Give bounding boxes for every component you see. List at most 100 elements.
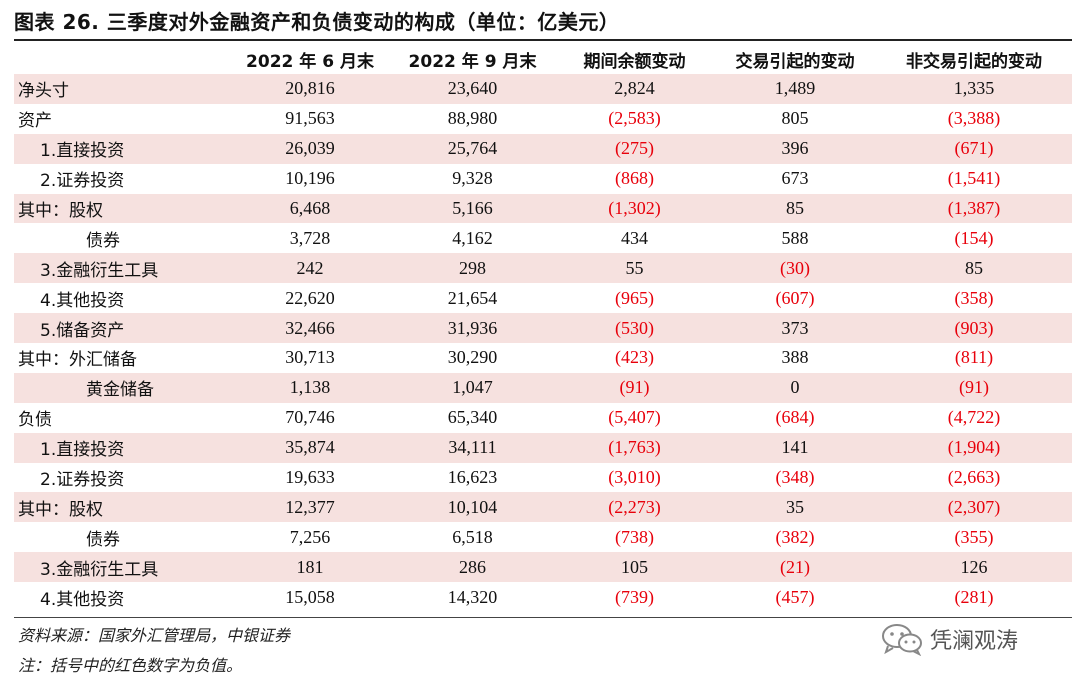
value-cell: 181 bbox=[230, 552, 390, 583]
value-cell: 88,980 bbox=[447, 108, 498, 129]
value-cell: 298 bbox=[390, 253, 555, 284]
value-cell: 373 bbox=[714, 313, 876, 344]
value-cell: (348) bbox=[775, 467, 815, 488]
value-cell: 20,816 bbox=[230, 74, 390, 104]
row-label: 其中：股权 bbox=[14, 193, 230, 224]
value-cell: (5,407) bbox=[608, 407, 661, 428]
value-cell: (3,010) bbox=[608, 467, 661, 488]
row-label: 3.金融衍生工具 bbox=[14, 253, 230, 284]
value-cell: 7,256 bbox=[289, 526, 331, 547]
value-cell: 4,162 bbox=[452, 227, 493, 248]
table-row: 5.储备资产 32,466 31,936 (530) 373 (903) bbox=[14, 313, 1072, 344]
row-label: 资产 bbox=[18, 111, 52, 132]
bottom-rule bbox=[14, 617, 1072, 618]
table-row: 3.金融衍生工具 242 298 55 (30) 85 bbox=[14, 253, 1072, 284]
value-cell: 10,196 bbox=[285, 168, 335, 189]
table-row: 其中：股权 12,377 10,104 (2,273) 35 (2,307) bbox=[14, 492, 1072, 523]
value-cell: 6,468 bbox=[230, 193, 390, 224]
header-cell bbox=[14, 44, 230, 74]
value-cell: 19,633 bbox=[285, 467, 335, 488]
row-label: 债券 bbox=[86, 230, 120, 251]
row-label: 4.其他投资 bbox=[40, 290, 125, 311]
watermark-text: 凭澜观涛 bbox=[930, 629, 1019, 654]
value-cell: (1,904) bbox=[876, 432, 1072, 463]
value-cell: (811) bbox=[954, 347, 994, 368]
value-cell: (2,663) bbox=[947, 467, 1001, 488]
table-row: 资产 91,563 88,980 (2,583) 805 (3,388) bbox=[14, 104, 1072, 134]
value-cell: 0 bbox=[714, 372, 876, 403]
header-cell: 交易引起的变动 bbox=[735, 51, 855, 72]
value-cell: 126 bbox=[876, 552, 1072, 583]
source-note: 资料来源：国家外汇管理局，中银证券 bbox=[18, 626, 291, 645]
value-cell: (275) bbox=[555, 133, 714, 164]
row-label: 债券 bbox=[86, 529, 120, 550]
table-row: 2.证券投资 10,196 9,328 (868) 673 (1,541) bbox=[14, 164, 1072, 194]
value-cell: (3,388) bbox=[947, 108, 1001, 129]
table-row: 其中：外汇储备 30,713 30,290 (423) 388 (811) bbox=[14, 343, 1072, 373]
value-cell: 396 bbox=[714, 133, 876, 164]
header-cell: 2022 年 6 月末 bbox=[246, 51, 374, 72]
header-cell: 非交易引起的变动 bbox=[906, 51, 1042, 72]
value-cell: 6,518 bbox=[452, 526, 493, 547]
value-cell: 242 bbox=[230, 253, 390, 284]
value-cell: 31,936 bbox=[390, 313, 555, 344]
value-cell: 1,138 bbox=[230, 372, 390, 403]
header-row: 2022 年 6 月末 2022 年 9 月末 期间余额变动 交易引起的变动 非… bbox=[14, 44, 1072, 74]
value-cell: 9,328 bbox=[452, 168, 493, 189]
top-rule bbox=[14, 39, 1072, 41]
value-cell: (21) bbox=[714, 552, 876, 583]
value-cell: 673 bbox=[781, 168, 809, 189]
value-cell: 35,874 bbox=[230, 432, 390, 463]
value-cell: (4,722) bbox=[947, 407, 1001, 428]
value-cell: 388 bbox=[781, 347, 809, 368]
value-cell: (868) bbox=[615, 168, 654, 189]
row-label: 其中：股权 bbox=[14, 492, 230, 523]
value-cell: 14,320 bbox=[447, 586, 498, 607]
table-row: 债券 3,728 4,162 434 588 (154) bbox=[14, 223, 1072, 253]
value-cell: (903) bbox=[876, 313, 1072, 344]
row-label: 5.储备资产 bbox=[14, 313, 230, 344]
value-cell: (607) bbox=[775, 287, 815, 308]
value-cell: (382) bbox=[775, 526, 815, 547]
value-cell: 23,640 bbox=[390, 74, 555, 104]
value-cell: 26,039 bbox=[230, 133, 390, 164]
figure-title: 图表 26. 三季度对外金融资产和负债变动的构成（单位：亿美元） bbox=[14, 10, 620, 34]
value-cell: 25,764 bbox=[390, 133, 555, 164]
value-cell: (530) bbox=[555, 313, 714, 344]
value-cell: 70,746 bbox=[285, 407, 335, 428]
row-label: 1.直接投资 bbox=[14, 133, 230, 164]
value-cell: (355) bbox=[954, 526, 994, 547]
value-cell: 34,111 bbox=[390, 432, 555, 463]
value-cell: 1,489 bbox=[714, 74, 876, 104]
data-table: 2022 年 6 月末 2022 年 9 月末 期间余额变动 交易引起的变动 非… bbox=[14, 44, 1072, 612]
value-cell: 30,290 bbox=[447, 347, 498, 368]
value-cell: 21,654 bbox=[447, 287, 498, 308]
value-cell: 16,623 bbox=[447, 467, 498, 488]
table-body: 净头寸 20,816 23,640 2,824 1,489 1,335 资产 91,563 88… bbox=[14, 74, 1072, 612]
value-cell: (684) bbox=[775, 407, 815, 428]
value-cell: 2,824 bbox=[555, 74, 714, 104]
row-label: 其中：外汇储备 bbox=[18, 350, 137, 371]
value-cell: (91) bbox=[555, 372, 714, 403]
value-cell: 85 bbox=[714, 193, 876, 224]
value-cell: 85 bbox=[876, 253, 1072, 284]
row-label: 2.证券投资 bbox=[40, 171, 125, 192]
row-label: 黄金储备 bbox=[14, 372, 230, 403]
row-label: 1.直接投资 bbox=[14, 432, 230, 463]
value-cell: 55 bbox=[555, 253, 714, 284]
table-row: 1.直接投资 35,874 34,111 (1,763) 141 (1,904) bbox=[14, 432, 1072, 463]
value-cell: (281) bbox=[954, 586, 994, 607]
table-row: 其中：股权 6,468 5,166 (1,302) 85 (1,387) bbox=[14, 193, 1072, 224]
value-cell: (2,273) bbox=[555, 492, 714, 523]
value-cell: 65,340 bbox=[447, 407, 498, 428]
value-cell: (457) bbox=[775, 586, 815, 607]
value-cell: (1,302) bbox=[555, 193, 714, 224]
table-row: 债券 7,256 6,518 (738) (382) (355) bbox=[14, 522, 1072, 552]
value-cell: (738) bbox=[615, 526, 654, 547]
value-cell: (1,541) bbox=[947, 168, 1001, 189]
table-row: 负债 70,746 65,340 (5,407) (684) (4,722) bbox=[14, 403, 1072, 433]
table-row: 4.其他投资 22,620 21,654 (965) (607) (358) bbox=[14, 283, 1072, 313]
row-label: 4.其他投资 bbox=[40, 589, 125, 610]
row-label: 负债 bbox=[18, 410, 52, 431]
value-cell: (358) bbox=[954, 287, 994, 308]
